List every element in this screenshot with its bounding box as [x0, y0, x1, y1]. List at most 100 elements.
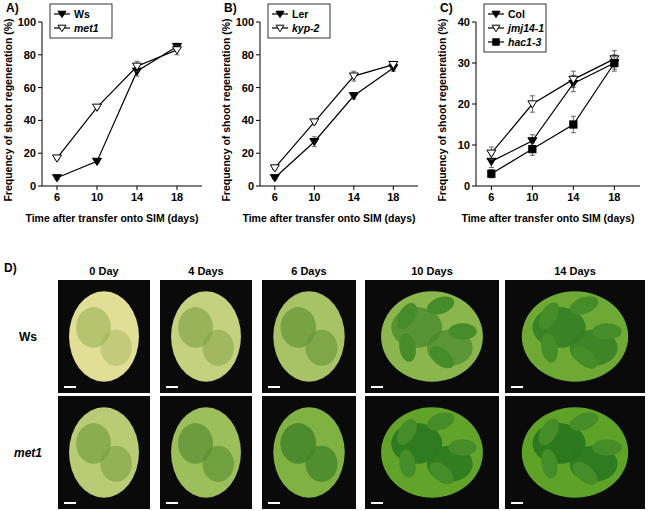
y-tick-label: 80	[24, 49, 36, 61]
photo-background	[262, 280, 356, 393]
legend-label: hac1-3	[508, 36, 541, 48]
legend: Coljmj14-1hac1-3	[484, 4, 546, 52]
photo-background	[505, 280, 645, 393]
y-tick	[38, 186, 42, 187]
marker	[276, 25, 284, 31]
y-tick-label: 40	[458, 16, 470, 28]
x-tick-label: 10	[526, 191, 538, 203]
scale-bar	[511, 386, 523, 388]
y-tick-label: 60	[242, 82, 254, 94]
y-tick-label: 30	[458, 57, 470, 69]
legend-box	[484, 4, 546, 52]
y-tick	[256, 153, 260, 154]
scale-bar	[268, 502, 280, 504]
y-tick-label: 0	[248, 180, 254, 192]
shoot	[425, 342, 457, 373]
marker	[93, 158, 102, 165]
x-tick	[532, 186, 533, 190]
series-line	[491, 63, 614, 174]
marker	[53, 155, 62, 162]
marker	[569, 76, 578, 83]
marker	[492, 25, 500, 31]
y-axis	[42, 22, 43, 186]
row-label: met1	[14, 446, 42, 460]
photo-background	[365, 396, 499, 509]
x-tick	[393, 186, 394, 190]
x-tick-label: 18	[387, 191, 399, 203]
callus-photo	[58, 396, 150, 509]
scale-bar	[268, 386, 280, 388]
x-tick	[614, 186, 615, 190]
marker	[270, 175, 279, 182]
marker	[310, 139, 319, 146]
y-tick-label: 20	[24, 147, 36, 159]
x-axis-label: Time after transfer onto SIM (days)	[242, 212, 415, 224]
x-axis	[476, 186, 640, 187]
y-tick-label: 10	[458, 139, 470, 151]
x-tick	[573, 186, 574, 190]
callus-detail	[203, 330, 234, 366]
marker	[276, 11, 284, 17]
callus-photo	[505, 280, 645, 393]
y-tick	[472, 22, 476, 23]
y-tick-label: 100	[236, 16, 254, 28]
y-tick-label: 60	[24, 82, 36, 94]
marker	[53, 175, 62, 182]
scale-bar	[511, 502, 523, 504]
series-line	[275, 65, 394, 168]
callus	[273, 291, 344, 381]
callus-photo	[160, 280, 252, 393]
y-tick-label: 20	[242, 147, 254, 159]
marker	[173, 47, 182, 54]
x-tick	[137, 186, 138, 190]
shoot	[567, 409, 601, 434]
legend: Lerkyp-2	[268, 4, 330, 38]
column-label: 14 Days	[554, 265, 596, 277]
callus-detail	[101, 330, 132, 366]
x-axis-label: Time after transfer onto SIM (days)	[461, 212, 634, 224]
column-label: 6 Days	[291, 265, 326, 277]
chart: C)0102030406101418Time after transfer on…	[436, 1, 640, 224]
shoot	[568, 341, 601, 373]
marker	[58, 11, 66, 17]
legend-label: Ler	[292, 8, 308, 20]
marker	[610, 60, 619, 67]
shoot	[568, 457, 601, 489]
scale-bar	[64, 386, 76, 388]
chart: A)0204060801006101418Time after transfer…	[2, 1, 202, 224]
marker	[492, 11, 500, 17]
y-tick-label: 40	[242, 114, 254, 126]
shoot	[534, 415, 563, 449]
x-tick	[97, 186, 98, 190]
shoot	[534, 299, 563, 333]
y-axis	[260, 22, 261, 186]
callus	[522, 407, 628, 497]
photo-background	[160, 280, 252, 393]
marker	[349, 93, 358, 100]
shoot	[592, 439, 622, 455]
photo-background	[505, 396, 645, 509]
panel-title: B)	[224, 1, 237, 15]
callus-photo	[365, 280, 499, 393]
x-axis	[42, 186, 202, 187]
y-tick-label: 0	[30, 180, 36, 192]
y-tick	[256, 22, 260, 23]
x-tick	[491, 186, 492, 190]
y-tick-label: 40	[24, 114, 36, 126]
x-tick-label: 10	[308, 191, 320, 203]
panel-title: A)	[6, 1, 19, 15]
marker	[93, 104, 102, 111]
shoot	[448, 323, 477, 339]
series-line	[491, 63, 614, 161]
marker	[611, 59, 618, 66]
marker	[529, 146, 536, 153]
x-tick-label: 18	[171, 191, 183, 203]
y-tick-label: 0	[464, 180, 470, 192]
x-tick-label: 6	[272, 191, 278, 203]
x-tick-label: 14	[348, 191, 361, 203]
x-tick-label: 14	[567, 191, 580, 203]
marker	[488, 170, 495, 177]
series-line	[57, 50, 177, 158]
callus-photo	[505, 396, 645, 509]
series-line	[57, 47, 177, 178]
